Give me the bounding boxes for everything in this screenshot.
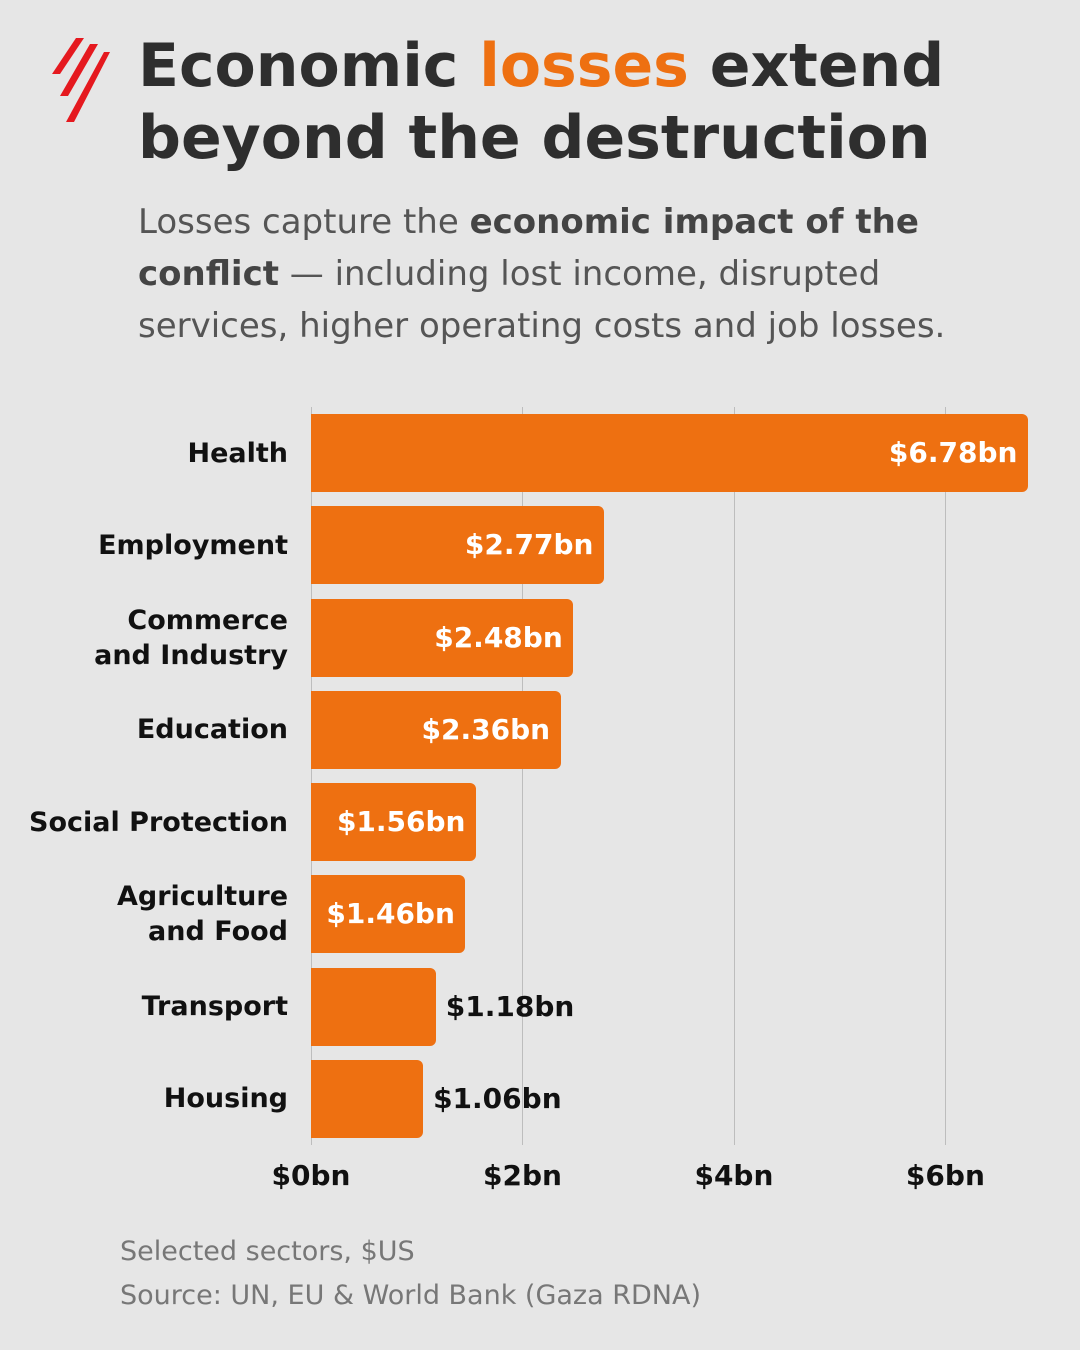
bar xyxy=(311,414,1028,493)
value-label: $6.78bn xyxy=(888,436,1018,470)
subtitle: Losses capture the economic impact of th… xyxy=(138,196,1018,352)
category-label: Transport xyxy=(141,991,288,1023)
bar xyxy=(311,783,476,862)
x-tick-label: $2bn xyxy=(482,1159,562,1192)
category-label: Health xyxy=(187,437,288,469)
value-label: $1.56bn xyxy=(336,805,466,839)
title-part: extend beyond the destruction xyxy=(138,31,945,173)
bar xyxy=(311,1059,424,1138)
value-label: $1.06bn xyxy=(433,1081,562,1115)
grid-line xyxy=(522,407,524,1145)
bar xyxy=(311,598,574,677)
category-label: Commerce and Industry xyxy=(94,604,288,671)
grid-line xyxy=(311,407,312,1145)
source: Source: UN, EU & World Bank (Gaza RDNA) xyxy=(120,1280,701,1311)
category-label: Social Protection xyxy=(29,806,288,838)
value-label: $2.48bn xyxy=(434,620,563,654)
subtitle-part: Losses capture the xyxy=(138,202,459,242)
subtitle-bold: economic impact of the conflict xyxy=(138,202,919,294)
x-tick-label: $6bn xyxy=(905,1159,985,1192)
value-label: $2.36bn xyxy=(421,712,551,746)
category-label: Employment xyxy=(98,529,288,561)
title-part: Economic xyxy=(138,31,459,101)
grid-line xyxy=(945,407,947,1145)
value-label: $1.18bn xyxy=(445,989,575,1023)
value-label: $1.46bn xyxy=(326,897,455,931)
category-label: Housing xyxy=(163,1083,288,1115)
category-label: Education xyxy=(136,714,288,746)
x-tick-label: $4bn xyxy=(694,1159,774,1192)
value-label: $2.77bn xyxy=(464,528,594,562)
subtitle-part: — including lost income, disrupted servi… xyxy=(138,254,946,346)
note: Selected sectors, $US xyxy=(120,1236,415,1267)
grid-line xyxy=(733,407,735,1145)
logo xyxy=(52,38,110,122)
bar xyxy=(311,690,561,769)
bar xyxy=(311,506,604,585)
bar xyxy=(311,967,436,1046)
title: Economic losses extend beyond the destru… xyxy=(138,30,1038,174)
title-highlight: losses xyxy=(479,31,689,101)
category-label: Agriculture and Food xyxy=(116,881,288,948)
x-tick-label: $0bn xyxy=(271,1159,351,1192)
bar xyxy=(311,875,466,954)
